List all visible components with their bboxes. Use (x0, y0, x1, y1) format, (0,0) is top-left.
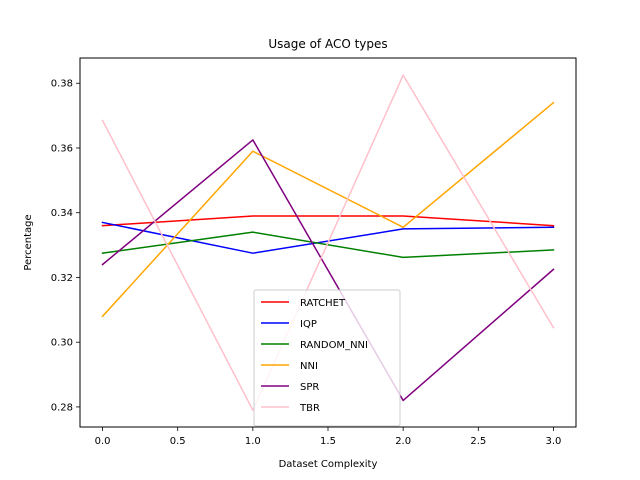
y-tick-label: 0.36 (51, 143, 73, 154)
legend-label-tbr: TBR (299, 403, 320, 414)
legend-label-iqp: IQP (300, 319, 317, 330)
legend-label-ratchet: RATCHET (300, 298, 346, 309)
series-line-spr (101, 139, 555, 402)
chart-title: Usage of ACO types (268, 37, 387, 51)
legend: RATCHET IQP RANDOM_NNI NNI SPR TBR (253, 289, 401, 427)
x-tick-label: 3.0 (546, 436, 562, 447)
legend-label-nni: NNI (300, 361, 318, 372)
y-tick-label: 0.28 (51, 402, 73, 413)
legend-label-spr: SPR (300, 382, 319, 393)
x-tick-label: 1.5 (320, 436, 336, 447)
x-tick-label: 1.0 (245, 436, 261, 447)
x-axis: 0.0 0.5 1.0 1.5 2.0 2.5 3.0 (95, 427, 562, 447)
x-tick-label: 2.5 (470, 436, 486, 447)
series-line-random-nni (101, 231, 555, 259)
y-tick-label: 0.38 (51, 79, 73, 90)
series-line-tbr (101, 74, 555, 411)
legend-box (253, 289, 401, 427)
series-layer (101, 74, 555, 411)
x-tick-label: 2.0 (395, 436, 411, 447)
series-line-ratchet (101, 215, 555, 227)
y-tick-label: 0.34 (51, 208, 73, 219)
y-tick-label: 0.32 (51, 273, 73, 284)
legend-label-random-nni: RANDOM_NNI (300, 340, 368, 351)
y-axis-label: Percentage (23, 214, 34, 270)
y-tick-label: 0.30 (51, 338, 73, 349)
x-axis-label: Dataset Complexity (279, 459, 378, 470)
series-line-nni (101, 101, 555, 318)
x-tick-label: 0.5 (170, 436, 186, 447)
y-axis: 0.28 0.30 0.32 0.34 0.36 0.38 (51, 79, 80, 413)
x-tick-label: 0.0 (95, 436, 111, 447)
